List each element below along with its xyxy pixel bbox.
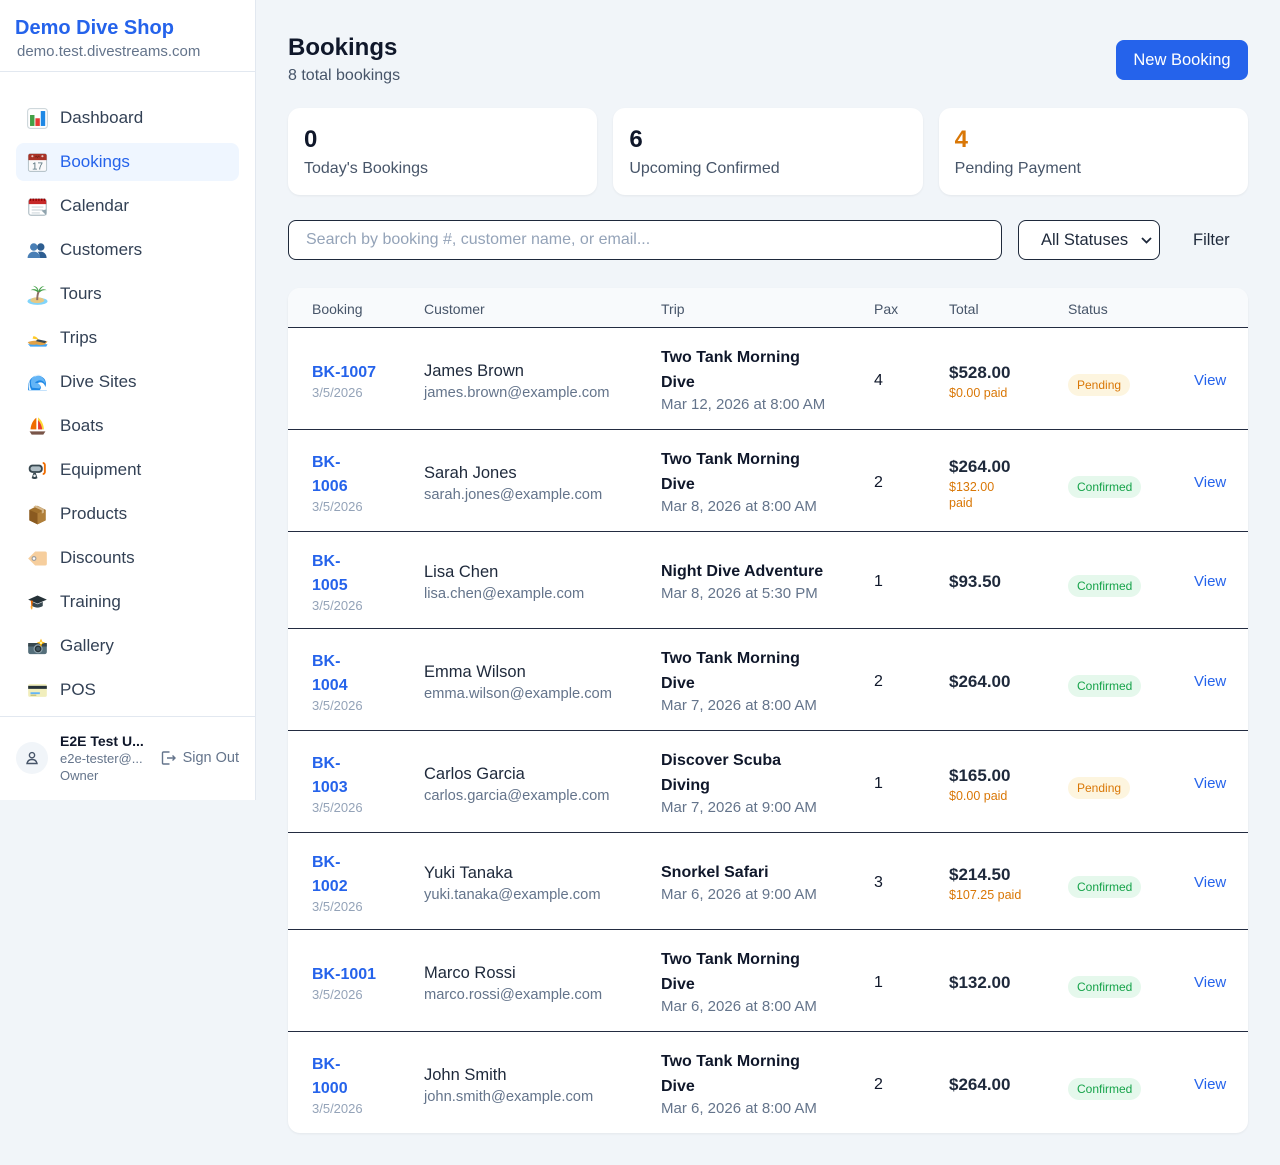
svg-text:17: 17: [32, 161, 43, 172]
